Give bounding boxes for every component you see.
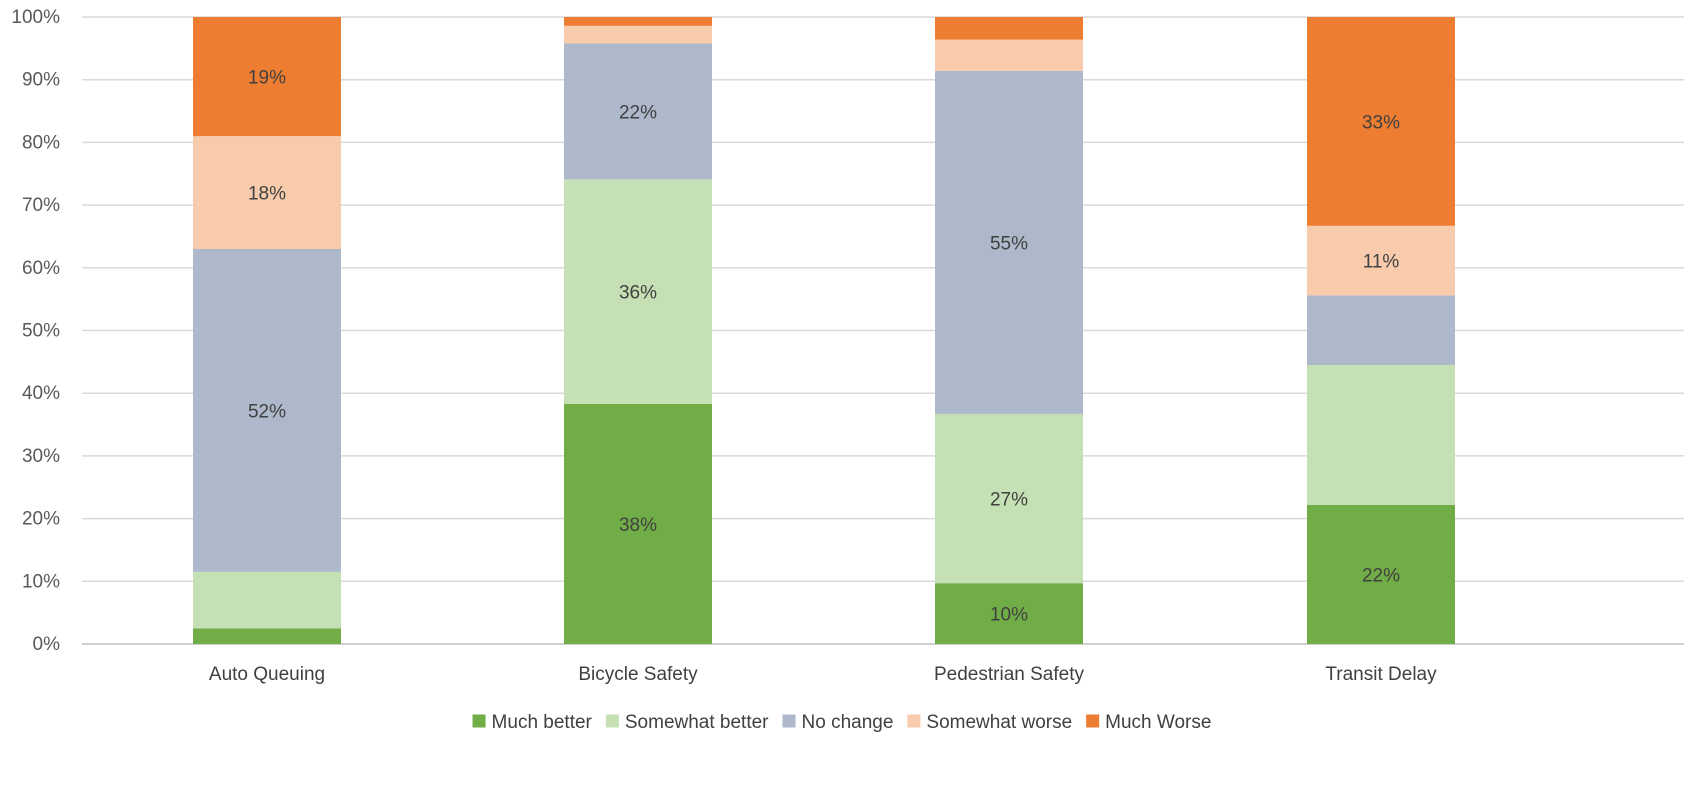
x-tick-label: Auto Queuing — [209, 664, 325, 685]
bar-segment — [935, 583, 1083, 644]
bar-segment — [564, 25, 712, 44]
bar-segment — [1307, 295, 1455, 365]
y-tick-label: 80% — [22, 132, 60, 153]
x-tick-label: Bicycle Safety — [578, 664, 698, 685]
bar-segment — [564, 403, 712, 644]
y-tick-label: 100% — [11, 7, 60, 28]
legend-label: Much better — [492, 712, 593, 733]
bar-segment — [1307, 504, 1455, 644]
data-label: 52% — [248, 401, 286, 422]
bar-segment — [935, 413, 1083, 584]
y-axis: 0% 10% 20% 30% 40% 50% 60% 70% 80% 90% 100% — [11, 7, 60, 655]
data-label: 19% — [248, 68, 286, 89]
data-label: 36% — [619, 283, 657, 304]
y-tick-label: 70% — [22, 195, 60, 216]
y-tick-label: 40% — [22, 383, 60, 404]
bar-segment — [1307, 364, 1455, 505]
bar-segment — [935, 70, 1083, 414]
bar-segment — [935, 17, 1083, 40]
data-labels: 52% 18% 19% 38% 36% 22% 10% 27% 55% 22% 11% 33% — [248, 68, 1400, 626]
legend-swatch — [782, 714, 796, 728]
y-tick-label: 90% — [22, 70, 60, 91]
bar-segment — [564, 17, 712, 26]
legend-swatch — [1086, 714, 1100, 728]
legend-swatch — [907, 714, 921, 728]
y-tick-label: 50% — [22, 321, 60, 342]
bar-segment — [193, 136, 341, 249]
bar-segment — [564, 179, 712, 404]
data-label: 11% — [1363, 252, 1400, 273]
data-label: 10% — [990, 605, 1028, 626]
legend-label: Somewhat worse — [926, 712, 1072, 733]
bar-segment — [564, 43, 712, 180]
data-label: 38% — [619, 515, 657, 536]
data-label: 22% — [619, 102, 657, 123]
y-tick-label: 60% — [22, 258, 60, 279]
data-label: 27% — [990, 490, 1028, 511]
x-tick-label: Pedestrian Safety — [934, 664, 1084, 685]
y-tick-label: 0% — [33, 634, 61, 655]
legend-label: Much Worse — [1105, 712, 1211, 733]
legend: Much better Somewhat better No change Somew… — [472, 712, 1211, 733]
y-tick-label: 20% — [22, 509, 60, 530]
y-tick-label: 30% — [22, 446, 60, 467]
bar-segment — [193, 571, 341, 629]
data-label: 55% — [990, 233, 1028, 254]
bar-segment — [935, 39, 1083, 71]
y-tick-label: 10% — [22, 571, 60, 592]
bar-segment — [1307, 17, 1455, 226]
bar-segment — [193, 628, 341, 644]
legend-label: No change — [802, 712, 894, 733]
bar-segment — [1307, 225, 1455, 296]
legend-swatch — [605, 714, 619, 728]
legend-label: Somewhat better — [625, 712, 769, 733]
x-tick-label: Transit Delay — [1325, 664, 1437, 685]
x-axis: Auto Queuing Bicycle Safety Pedestrian Saf… — [209, 664, 1437, 685]
bar-segment — [193, 248, 341, 572]
data-label: 18% — [248, 184, 286, 205]
legend-swatch — [472, 714, 486, 728]
data-label: 33% — [1362, 112, 1400, 133]
bars — [193, 17, 1455, 644]
data-label: 22% — [1362, 565, 1400, 586]
bar-segment — [193, 17, 341, 137]
